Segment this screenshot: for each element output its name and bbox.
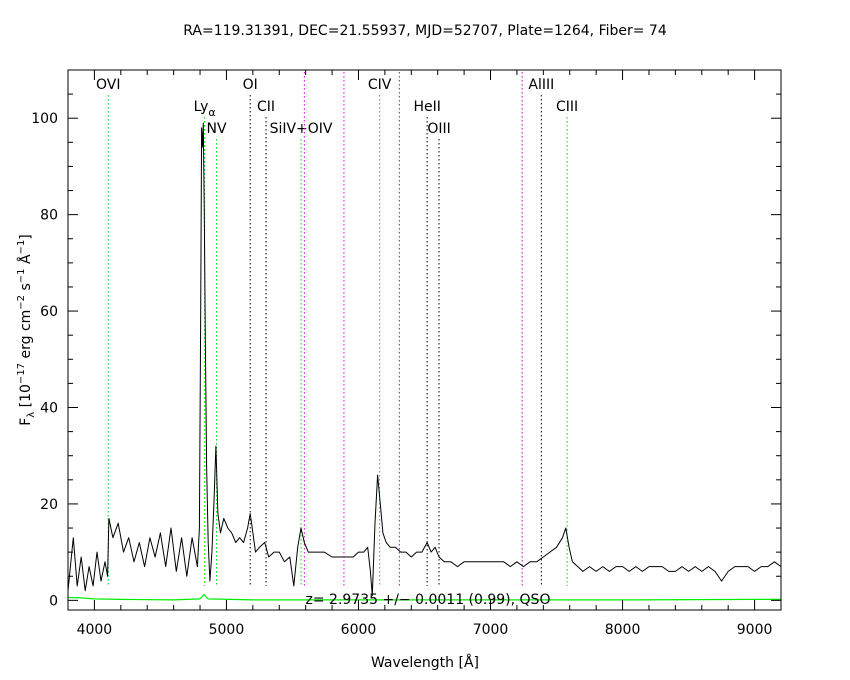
y-label-exp4: −1: [16, 240, 27, 255]
y-label-sub: λ: [26, 412, 37, 418]
x-tick-label: 5000: [209, 622, 245, 638]
error-spectrum-line: [67, 593, 781, 601]
y-label-units-close: ]: [18, 234, 34, 239]
emission-line-label: OI: [243, 77, 258, 93]
emission-line-label: OVI: [96, 77, 120, 93]
y-label-exp2: −2: [16, 295, 27, 310]
emission-line-label: CIV: [368, 77, 392, 93]
emission-line-label: Lyα: [194, 99, 216, 119]
y-label-units-s: s: [18, 283, 34, 295]
x-tick-label: 4000: [77, 622, 113, 638]
y-tick-label: 60: [40, 304, 58, 320]
x-tick-label: 8000: [605, 622, 641, 638]
emission-line-label: SiIV+OIV: [270, 121, 333, 137]
y-label-units-mid: erg cm: [18, 310, 34, 363]
emission-line-label: AlIII: [528, 77, 554, 93]
x-tick-label: 9000: [737, 622, 773, 638]
y-axis-label: Fλ [10−17 erg cm−2 s−1 Å−1]: [16, 234, 37, 426]
plot-area: OVI Lyα NV OI CII SiIV+OIV CIV HeII OIII AlIIICII…: [67, 72, 782, 601]
x-tick-label: 6000: [341, 622, 377, 638]
y-tick-label: 100: [31, 111, 58, 127]
x-axis-label: Wavelength [Å]: [371, 654, 479, 671]
emission-line-label: OIII: [427, 121, 450, 137]
y-label-main: F: [18, 418, 34, 426]
y-label-units-open: [10: [18, 384, 34, 412]
emission-line-label: NV: [207, 121, 227, 137]
y-tick-label: 40: [40, 401, 58, 417]
emission-line-label: CIII: [556, 99, 578, 115]
y-label-exp3: −1: [16, 268, 27, 283]
y-tick-label: 80: [40, 208, 58, 224]
y-label-units-a: Å: [17, 254, 34, 268]
emission-line-label: HeII: [413, 99, 440, 115]
emission-line-label: CII: [257, 99, 275, 115]
y-tick-label: 0: [49, 593, 58, 609]
chart-title: RA=119.31391, DEC=21.55937, MJD=52707, P…: [183, 23, 667, 39]
axis-ticks: 4000 5000 6000 7000 8000 9000 0 20 40 60 80 100: [31, 69, 782, 638]
y-tick-label: 20: [40, 497, 58, 513]
plot-frame: [67, 69, 782, 611]
flux-spectrum-line: [67, 122, 782, 596]
redshift-annotation: z= 2.9735 +/− 0.0011 (0.99), QSO: [306, 592, 551, 608]
x-tick-label: 7000: [473, 622, 509, 638]
y-label-exp1: −17: [16, 363, 27, 384]
